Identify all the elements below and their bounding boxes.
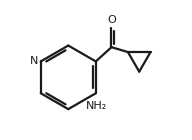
Text: O: O — [107, 15, 116, 25]
Text: NH₂: NH₂ — [86, 101, 107, 111]
Text: N: N — [29, 56, 38, 66]
